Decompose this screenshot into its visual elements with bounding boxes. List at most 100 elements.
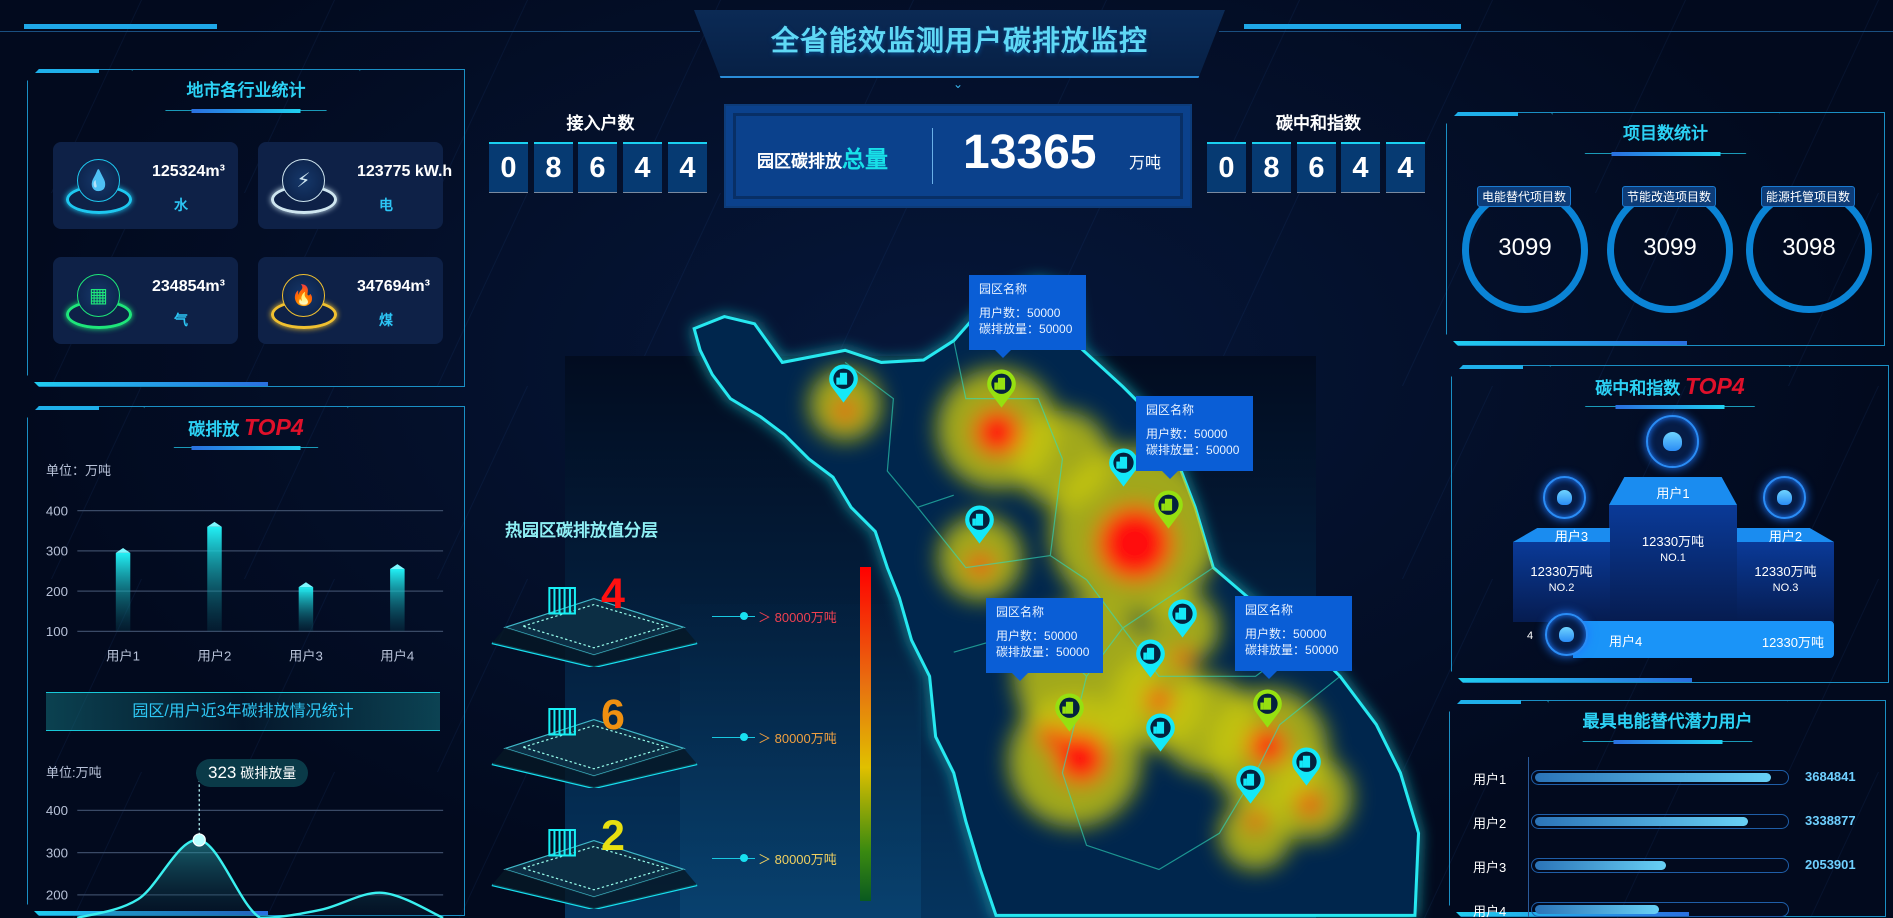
tooltip-users: 用户数：50000	[1245, 627, 1327, 641]
map-pin-icon[interactable]	[1145, 712, 1176, 753]
project-value: 3098	[1782, 234, 1836, 261]
map-pin-icon[interactable]	[964, 504, 995, 545]
digit: 8	[534, 142, 573, 193]
industry-value: 123775 kW.h	[357, 163, 453, 180]
layer-threshold: ＞ 80000万吨	[758, 731, 837, 746]
flame-icon: 🔥	[282, 274, 325, 317]
header-line-right-accent	[1244, 24, 1461, 29]
avatar-second	[1543, 476, 1586, 519]
chevron-down-icon: ⌄	[953, 77, 964, 91]
city-border	[917, 506, 1051, 569]
title-underline	[1616, 405, 1725, 409]
heat-zone	[1158, 676, 1256, 773]
podium-rank: NO.2	[1548, 582, 1575, 594]
podium-name: 用户1	[1656, 486, 1690, 501]
map-tooltip: 园区名称 用户数：50000 碳排放量：50000	[969, 275, 1086, 358]
lightning-icon: ⚡	[282, 159, 325, 202]
data-point[interactable]	[192, 833, 206, 847]
tooltip-users: 用户数：50000	[979, 306, 1061, 320]
avatar-fourth	[1545, 613, 1588, 656]
heat-color-scale	[860, 567, 871, 901]
bar[interactable]	[390, 568, 405, 632]
layer-count: 6	[601, 691, 625, 739]
trend-tooltip: 323 碳排放量	[196, 759, 309, 787]
title-underline	[1611, 152, 1720, 156]
podium-rank: NO.1	[1660, 552, 1686, 564]
x-tick-label: 用户2	[198, 647, 232, 663]
industry-value: 347694m³	[357, 278, 430, 295]
total-emission-box: 园区碳排放总量 13365 万吨	[724, 104, 1192, 208]
project-label: 电能替代项目数	[1477, 186, 1572, 207]
layer-threshold: ＞ 80000万吨	[758, 852, 837, 867]
connector-line	[712, 616, 755, 617]
layer-platform	[489, 837, 700, 911]
tooltip-users: 用户数：50000	[1146, 427, 1228, 441]
panel-title: 项目数统计	[1551, 113, 1780, 154]
project-stats-panel: 项目数统计	[1446, 112, 1885, 346]
bar[interactable]	[115, 552, 131, 632]
list-item-name: 用户4	[1473, 904, 1507, 918]
map-pin-icon[interactable]	[1291, 746, 1322, 787]
avatar-third	[1763, 476, 1806, 519]
rank-name: 用户4	[1609, 634, 1643, 649]
x-tick-label: 用户1	[106, 647, 140, 663]
map-pin-icon[interactable]	[986, 368, 1017, 409]
label-prefix: 园区碳排放	[757, 152, 842, 171]
progress-fill	[1535, 817, 1749, 826]
map-pin-icon[interactable]	[828, 363, 859, 404]
connector-line	[712, 858, 755, 859]
city-border	[844, 361, 954, 508]
list-item-value: 3684841	[1805, 769, 1856, 784]
x-tick-label: 用户4	[380, 647, 414, 663]
area-fill	[77, 839, 444, 918]
map-tooltip: 园区名称 用户数：50000 碳排放量：50000	[1136, 396, 1253, 479]
bar-cap	[115, 548, 131, 553]
page-title: 全省能效监测用户碳排放监控	[770, 25, 1148, 56]
digit: 0	[489, 142, 528, 193]
map-pin-icon[interactable]	[1167, 598, 1198, 639]
bar[interactable]	[207, 526, 222, 632]
layers-backdrop	[680, 604, 921, 918]
digit: 0	[1207, 142, 1246, 193]
tooltip-title: 园区名称	[1245, 603, 1294, 617]
bar[interactable]	[298, 587, 314, 632]
trend-unit-label: 单位:万吨	[46, 765, 102, 780]
x-tick-label: 用户3	[289, 647, 323, 663]
total-emission-value: 13365	[963, 126, 1097, 179]
y-tick-label: 300	[46, 544, 68, 559]
heat-hotspot	[973, 408, 1022, 457]
industry-card: ▦ 234854m³ 气	[53, 257, 238, 344]
tooltip-title: 园区名称	[979, 282, 1028, 296]
divider	[932, 128, 933, 184]
map-pin-icon[interactable]	[1054, 692, 1085, 733]
top4-badge: TOP4	[1685, 373, 1745, 399]
building-icon: ▥	[545, 577, 580, 618]
total-emission-label: 园区碳排放总量	[757, 140, 888, 174]
podium-value: 12330万吨	[1754, 564, 1817, 579]
bar-cap	[390, 564, 405, 569]
y-tick-label: 200	[46, 584, 68, 599]
map-pin-icon[interactable]	[1108, 447, 1139, 488]
map-pin-icon[interactable]	[1252, 688, 1283, 729]
map-pin-icon[interactable]	[1153, 489, 1184, 530]
map-pin-icon[interactable]	[1135, 638, 1166, 679]
layer-platform	[489, 595, 700, 669]
industry-card: 🔥 347694m³ 煤	[258, 257, 443, 344]
layer-count: 2	[601, 812, 625, 860]
neutral-index-label: 碳中和指数	[1276, 114, 1361, 133]
podium-second: 用户3 12330万吨 NO.2	[1513, 528, 1610, 622]
tooltip-title: 园区名称	[1146, 403, 1195, 417]
city-border	[1255, 675, 1341, 774]
list-item-name: 用户3	[1473, 860, 1507, 875]
heat-hotspot	[1038, 724, 1063, 749]
building-icon: ▥	[545, 819, 580, 860]
podium-third: 用户2 12330万吨 NO.3	[1737, 528, 1834, 622]
map-pin-icon[interactable]	[1235, 764, 1266, 805]
heat-hotspot	[1173, 648, 1193, 668]
digit: 4	[1341, 142, 1380, 193]
digit: 8	[1252, 142, 1291, 193]
tooltip-emission: 碳排放量：50000	[979, 322, 1073, 336]
bar-cap	[298, 582, 314, 588]
